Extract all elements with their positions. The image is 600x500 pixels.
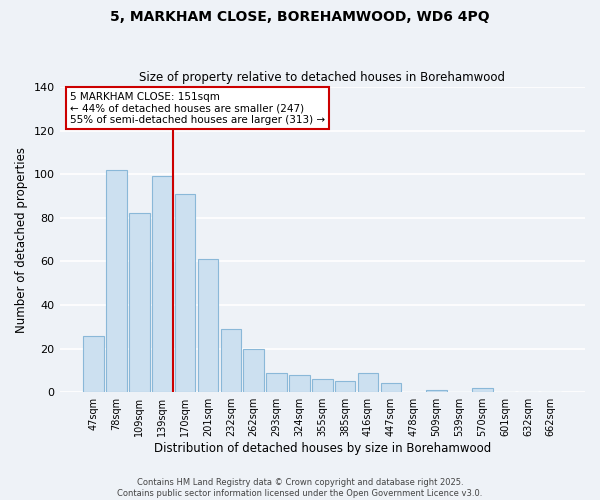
- Bar: [335, 382, 355, 392]
- Text: 5, MARKHAM CLOSE, BOREHAMWOOD, WD6 4PQ: 5, MARKHAM CLOSE, BOREHAMWOOD, WD6 4PQ: [110, 10, 490, 24]
- X-axis label: Distribution of detached houses by size in Borehamwood: Distribution of detached houses by size …: [154, 442, 491, 455]
- Bar: [426, 390, 447, 392]
- Text: 5 MARKHAM CLOSE: 151sqm
← 44% of detached houses are smaller (247)
55% of semi-d: 5 MARKHAM CLOSE: 151sqm ← 44% of detache…: [70, 92, 325, 125]
- Bar: [106, 170, 127, 392]
- Bar: [83, 336, 104, 392]
- Bar: [152, 176, 173, 392]
- Bar: [380, 384, 401, 392]
- Bar: [472, 388, 493, 392]
- Bar: [221, 329, 241, 392]
- Bar: [244, 348, 264, 392]
- Title: Size of property relative to detached houses in Borehamwood: Size of property relative to detached ho…: [139, 72, 505, 85]
- Text: Contains HM Land Registry data © Crown copyright and database right 2025.
Contai: Contains HM Land Registry data © Crown c…: [118, 478, 482, 498]
- Bar: [198, 259, 218, 392]
- Bar: [312, 379, 332, 392]
- Bar: [266, 372, 287, 392]
- Bar: [175, 194, 196, 392]
- Bar: [129, 214, 150, 392]
- Y-axis label: Number of detached properties: Number of detached properties: [15, 146, 28, 332]
- Bar: [289, 375, 310, 392]
- Bar: [358, 372, 378, 392]
